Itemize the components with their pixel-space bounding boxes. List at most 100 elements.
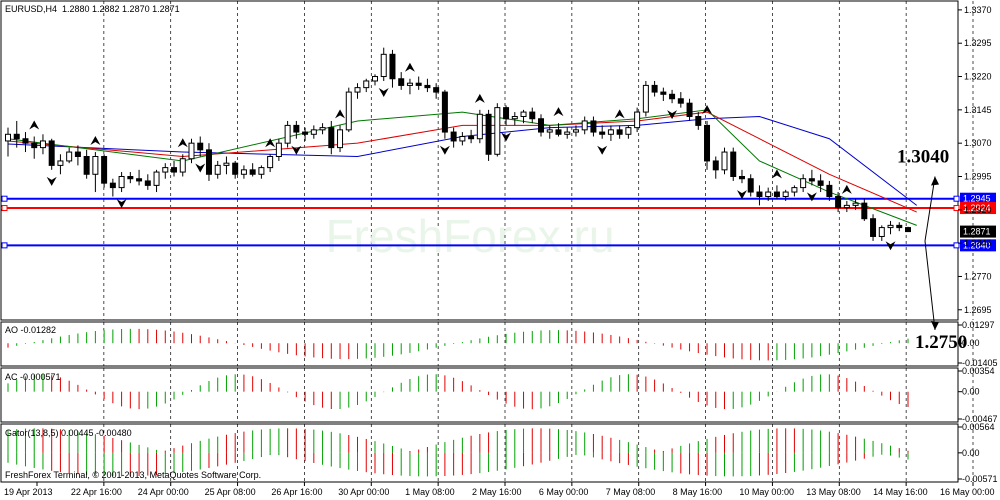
candle-bear: [171, 167, 178, 173]
candle-bear: [905, 227, 911, 233]
level-price-label: 1.2840: [963, 240, 991, 250]
time-label: 1 May 08:00: [405, 487, 455, 497]
candle-bear: [660, 91, 667, 95]
candle-bull: [214, 164, 221, 175]
level-marker: [1, 205, 8, 212]
candle-bull: [406, 82, 413, 86]
fractal-down-arrow: [501, 132, 512, 142]
gator-label: Gator(13,8,5) 0.00445 -0.00480: [5, 428, 132, 438]
candle-bear: [31, 142, 38, 149]
candle-bull: [223, 162, 230, 166]
candle-bear: [538, 118, 545, 133]
indicator-histograms: [7, 328, 909, 477]
candle-bull: [765, 191, 772, 197]
candle-bear: [747, 178, 754, 193]
fractal-up-arrow: [335, 109, 346, 119]
fractal-arrows: [29, 62, 896, 251]
level-marker: [953, 242, 960, 249]
candle-bull: [363, 80, 370, 89]
fractal-down-arrow: [291, 145, 302, 155]
target-down-label: 1.2750: [915, 332, 967, 353]
candle-bear: [861, 202, 868, 220]
candle-bear: [205, 149, 212, 175]
candle-bear: [101, 156, 108, 184]
candle-bull: [310, 129, 317, 135]
candle-bull: [267, 156, 274, 169]
axes: 1.3370 1.3295 1.3220 1.3145 1.3070 1.2995 1.29…: [4, 5, 998, 497]
candle-bull: [153, 171, 160, 186]
candle-bull: [188, 142, 195, 160]
candle-bull: [843, 204, 850, 209]
candle-bull: [345, 91, 352, 131]
price-tick-label: 1.3295: [964, 38, 992, 48]
candle-bull: [887, 224, 894, 229]
time-label: 30 Apr 00:00: [338, 487, 389, 497]
time-label: 7 May 08:00: [606, 487, 656, 497]
level-marker: [953, 205, 960, 212]
fractal-up-arrow: [404, 62, 415, 72]
fractal-down-arrow: [195, 163, 206, 173]
target-down-line: [924, 240, 936, 331]
candle-bull: [634, 111, 641, 129]
level-price-label: 1.2945: [963, 194, 991, 204]
candle-bear: [109, 182, 116, 189]
indicator-tick-label: 0.00564: [962, 422, 995, 432]
candle-bull: [337, 129, 344, 149]
candle-bull: [572, 129, 579, 133]
time-label: 14 May 16:00: [873, 487, 928, 497]
candle-bear: [293, 124, 300, 133]
candle-bear: [677, 98, 684, 104]
candle-bear: [756, 191, 763, 197]
candle-bear: [127, 175, 134, 180]
indicator-tick-label: 0.00: [962, 387, 980, 397]
candle-bull: [564, 131, 571, 135]
level-price-label: 1.2924: [963, 203, 991, 213]
candle-bull: [800, 178, 807, 189]
candle-bull: [459, 136, 466, 142]
price-tick-label: 1.3370: [964, 5, 992, 15]
target-up-arrowhead: [931, 176, 939, 186]
candle-bull: [642, 84, 649, 113]
candle-bull: [118, 175, 125, 189]
grid-lines: [103, 1, 974, 482]
candle-bear: [424, 84, 431, 89]
fractal-down-arrow: [439, 145, 450, 155]
candle-bear: [826, 184, 833, 197]
target-down-arrowhead: [931, 321, 939, 330]
fractal-up-arrow: [614, 109, 625, 119]
candle-bear: [22, 138, 29, 144]
copyright: FreshForex Terminal, © 2001-2013, MetaQu…: [5, 470, 261, 480]
candle-bear: [896, 224, 903, 229]
candle-bear: [48, 140, 55, 166]
indicator-tick-label: 0.00: [962, 338, 980, 348]
fractal-down-arrow: [885, 241, 896, 251]
candle-bull: [520, 111, 527, 118]
candle-bull: [162, 167, 169, 173]
candle-bear: [704, 124, 711, 162]
candle-bear: [74, 151, 81, 158]
candle-bear: [503, 107, 510, 120]
fractal-up-arrow: [553, 107, 564, 117]
price-tick-label: 1.2770: [964, 271, 992, 281]
candle-bull: [275, 142, 282, 158]
ac-label: AC -0.000571: [5, 372, 61, 382]
candle-bear: [651, 84, 658, 93]
candle-bull: [66, 151, 73, 162]
time-label: 16 May 00:00: [940, 487, 995, 497]
candle-bear: [197, 142, 204, 151]
indicator-tick-label: 0.00: [962, 448, 980, 458]
candle-bear: [555, 129, 562, 135]
candle-bear: [398, 78, 405, 86]
fractal-up-arrow: [177, 138, 188, 148]
fractal-down-arrow: [116, 199, 127, 209]
candle-bear: [144, 180, 151, 186]
candle-bull: [179, 158, 186, 173]
candle-bear: [328, 127, 335, 149]
candle-bull: [878, 227, 885, 237]
candle-bear: [808, 178, 815, 182]
candle-bear: [433, 87, 440, 93]
time-label: 19 Apr 2013: [4, 487, 53, 497]
level-price-box: [960, 202, 996, 215]
